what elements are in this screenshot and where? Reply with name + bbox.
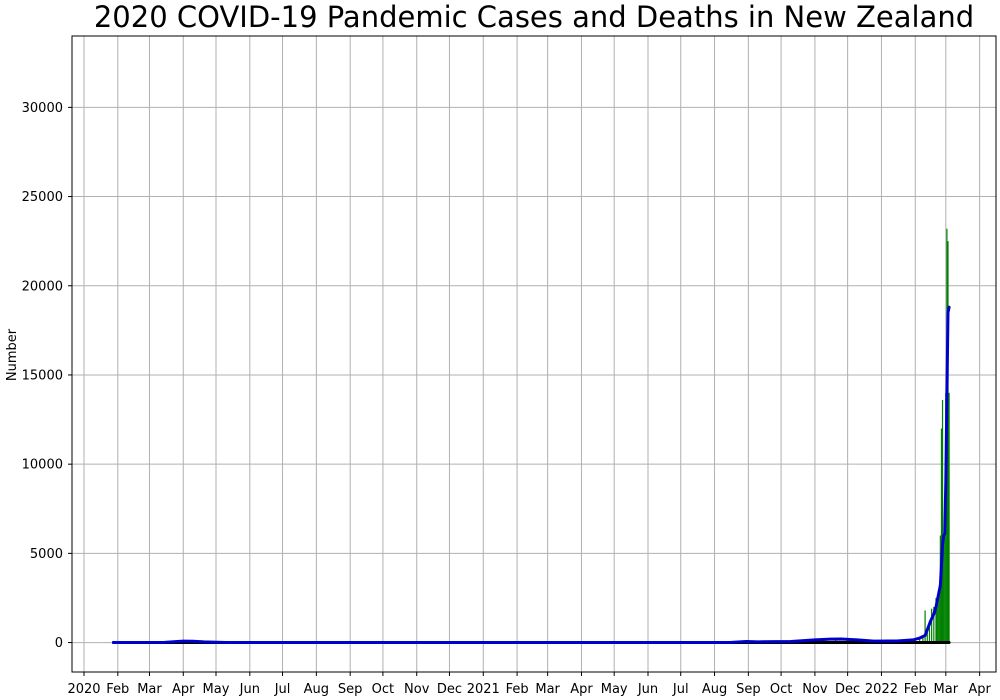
x-tick-label: Nov [404, 682, 430, 697]
case-bar [944, 531, 946, 643]
x-tick-label: Aug [702, 682, 727, 697]
case-bar [948, 392, 950, 643]
x-tick-label: Nov [802, 682, 828, 697]
chart-title: 2020 COVID-19 Pandemic Cases and Deaths … [94, 0, 974, 34]
y-tick-label: 30000 [22, 101, 63, 116]
x-tick-label: Feb [106, 682, 129, 697]
y-tick-label: 25000 [22, 190, 63, 205]
x-tick-label: Jul [274, 682, 291, 697]
case-bar [926, 630, 928, 643]
case-bar [947, 241, 949, 643]
case-bar [919, 638, 921, 643]
y-tick-label: 20000 [22, 279, 63, 294]
x-tick-label: Aug [304, 682, 329, 697]
case-bar [924, 610, 926, 643]
x-tick-label: Oct [372, 682, 394, 697]
x-tick-label: Feb [506, 682, 529, 697]
case-bar [943, 535, 945, 643]
y-tick-label: 10000 [22, 458, 63, 473]
x-tick-label: Jun [637, 682, 658, 697]
case-bar [935, 597, 937, 643]
x-tick-label: Oct [770, 682, 792, 697]
y-axis-label: Number [5, 328, 20, 381]
x-tick-label: Sep [736, 682, 761, 697]
x-tick-label: Mar [535, 682, 560, 697]
case-bar [941, 399, 944, 643]
case-bar [938, 585, 940, 643]
grid-layer [72, 36, 996, 672]
plot-frame [71, 35, 997, 673]
y-tick-label: 0 [55, 636, 63, 651]
case-bar [936, 601, 938, 643]
x-tick-label: 2021 [467, 682, 500, 697]
x-tick-label: Jun [239, 682, 260, 697]
x-tick-label: Dec [835, 682, 860, 697]
case-bar [928, 621, 931, 643]
case-bar [835, 638, 837, 643]
y-tick-label: 15000 [22, 368, 63, 383]
x-tick-label: Jul [672, 682, 689, 697]
moving-average-line [111, 305, 951, 645]
x-tick-label: May [601, 682, 628, 697]
x-tick-label: May [203, 682, 230, 697]
x-tick-label: 2022 [865, 682, 898, 697]
case-bar [922, 637, 924, 643]
x-tick-label: Apr [172, 682, 195, 697]
x-tick-label: Mar [137, 682, 162, 697]
case-bar [933, 606, 935, 643]
x-tick-label: Sep [338, 682, 363, 697]
case-bar [931, 608, 933, 643]
case-bar [937, 590, 939, 643]
x-tick-label: Dec [437, 682, 462, 697]
x-tick-label: Mar [934, 682, 959, 697]
y-tick-label: 5000 [30, 547, 63, 562]
case-bar [940, 428, 943, 643]
x-tick-label: 2020 [67, 682, 100, 697]
x-tick-label: Apr [968, 682, 991, 697]
tick-layer: 0 5000 10000 15000 20000 25000 30000 2020 Feb Mar… [22, 101, 992, 697]
x-tick-label: Apr [570, 682, 593, 697]
line-layer [111, 305, 951, 645]
x-tick-label: Feb [904, 682, 927, 697]
bar-layer [175, 228, 950, 643]
